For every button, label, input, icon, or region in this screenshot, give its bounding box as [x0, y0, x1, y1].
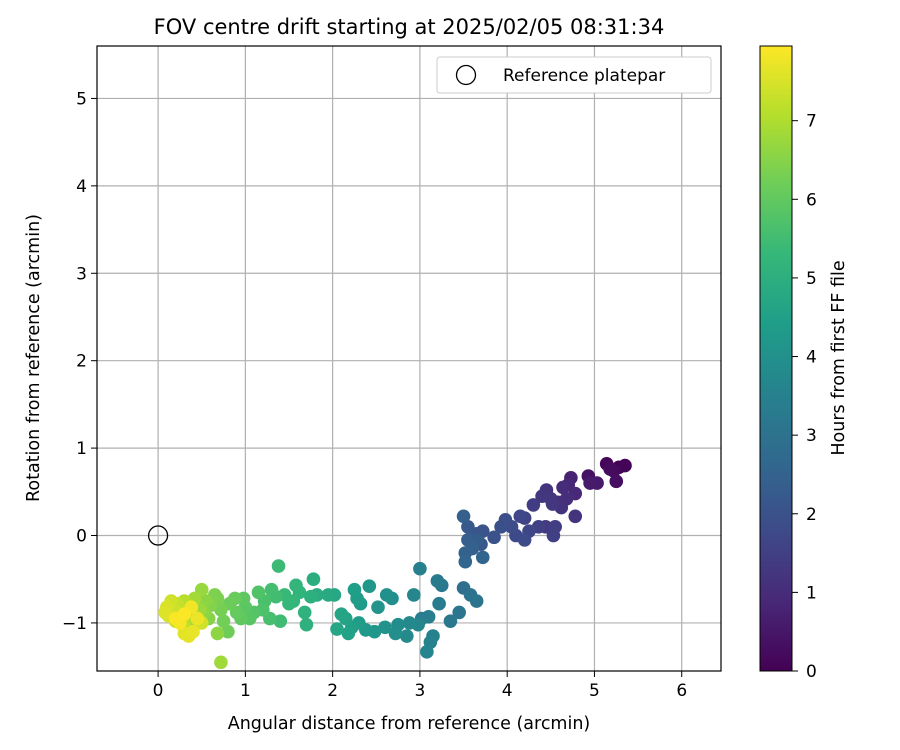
- x-axis-label: Angular distance from reference (arcmin): [228, 714, 591, 734]
- legend: Reference platepar: [436, 56, 712, 94]
- data-point: [430, 574, 445, 588]
- data-point: [583, 476, 597, 490]
- data-point: [618, 458, 632, 473]
- data-point: [321, 588, 336, 602]
- data-point: [603, 462, 617, 476]
- data-point: [413, 561, 427, 576]
- data-point: [289, 578, 303, 593]
- colorbar-tick-label: 5: [806, 269, 817, 289]
- data-point: [456, 509, 471, 524]
- data-point: [469, 594, 484, 608]
- data-point: [347, 582, 362, 597]
- data-point: [517, 533, 532, 547]
- data-point: [214, 603, 228, 617]
- data-point: [251, 585, 266, 600]
- data-point: [475, 550, 490, 565]
- data-point: [341, 626, 356, 641]
- data-point: [609, 474, 624, 489]
- data-point: [513, 509, 528, 524]
- data-point: [271, 559, 286, 573]
- data-point: [306, 572, 321, 587]
- data-point: [379, 588, 394, 602]
- data-point: [461, 519, 475, 534]
- colorbar-tick-label: 0: [806, 662, 817, 682]
- y-axis-ticks: −1 0 1 2 3 4 5: [62, 89, 97, 634]
- plot-frame: [96, 45, 722, 672]
- y-tick-label: 2: [76, 352, 87, 372]
- data-point: [299, 617, 314, 632]
- data-point: [186, 624, 200, 639]
- colorbar-tick-label: 7: [806, 112, 817, 132]
- data-point: [443, 614, 458, 628]
- colorbar-tick-label: 3: [806, 426, 817, 446]
- data-point: [177, 607, 192, 621]
- data-point: [221, 624, 235, 639]
- data-point: [158, 605, 172, 620]
- data-point: [420, 644, 434, 659]
- data-point: [400, 629, 414, 643]
- x-tick-label: 1: [240, 681, 251, 701]
- data-point: [388, 626, 403, 641]
- data-point: [214, 655, 228, 670]
- legend-label-reference: Reference platepar: [503, 66, 665, 86]
- data-point: [304, 589, 318, 604]
- y-tick-label: 4: [76, 177, 87, 197]
- y-tick-label: 1: [76, 439, 87, 459]
- colorbar-tick-label: 1: [806, 583, 817, 603]
- x-tick-label: 6: [676, 681, 687, 701]
- reference-marker: [147, 525, 169, 546]
- x-tick-label: 0: [153, 681, 164, 701]
- data-point: [190, 611, 205, 626]
- data-point: [568, 509, 583, 524]
- colorbar: 0 1 2 3 4 5 6 7 Hours from first FF file: [759, 45, 849, 682]
- data-point: [264, 582, 279, 597]
- data-point: [210, 626, 225, 641]
- data-point: [216, 614, 231, 628]
- data-point: [526, 498, 541, 512]
- data-point: [432, 596, 446, 611]
- legend-marker-reference: [455, 64, 477, 86]
- data-points: [147, 457, 632, 670]
- colorbar-label: Hours from first FF file: [829, 260, 849, 455]
- y-tick-label: 5: [76, 89, 87, 109]
- x-tick-label: 5: [589, 681, 600, 701]
- data-point: [452, 605, 466, 620]
- data-point: [371, 600, 385, 614]
- data-point: [494, 519, 508, 534]
- colorbar-tick-label: 4: [806, 348, 817, 368]
- x-tick-label: 2: [327, 681, 338, 701]
- data-point: [330, 622, 344, 636]
- data-point: [535, 489, 549, 503]
- colorbar-gradient: [759, 45, 793, 672]
- data-point: [407, 588, 421, 602]
- chart-title: FOV centre drift starting at 2025/02/05 …: [154, 15, 665, 39]
- data-point: [546, 528, 561, 543]
- data-point: [458, 554, 473, 569]
- x-tick-label: 4: [502, 681, 513, 701]
- data-point: [334, 607, 349, 621]
- data-point: [273, 614, 288, 628]
- grid-lines: [97, 46, 721, 671]
- x-axis-ticks: 0 1 2 3 4 5 6: [153, 671, 687, 701]
- data-point: [487, 530, 501, 545]
- y-tick-label: −1: [62, 614, 87, 634]
- colorbar-tick-label: 6: [806, 190, 817, 210]
- data-point: [378, 620, 392, 635]
- x-tick-label: 3: [414, 681, 425, 701]
- y-tick-label: 0: [76, 527, 87, 547]
- data-point: [545, 497, 560, 511]
- data-point: [402, 616, 417, 630]
- y-axis-label: Rotation from reference (arcmin): [24, 214, 44, 502]
- legend-box: [436, 56, 712, 94]
- colorbar-tick-label: 2: [806, 505, 817, 525]
- data-point: [556, 480, 570, 495]
- y-tick-label: 3: [76, 264, 87, 284]
- data-point: [362, 579, 377, 594]
- data-point: [297, 605, 312, 620]
- colorbar-ticks: 0 1 2 3 4 5 6 7: [792, 112, 817, 682]
